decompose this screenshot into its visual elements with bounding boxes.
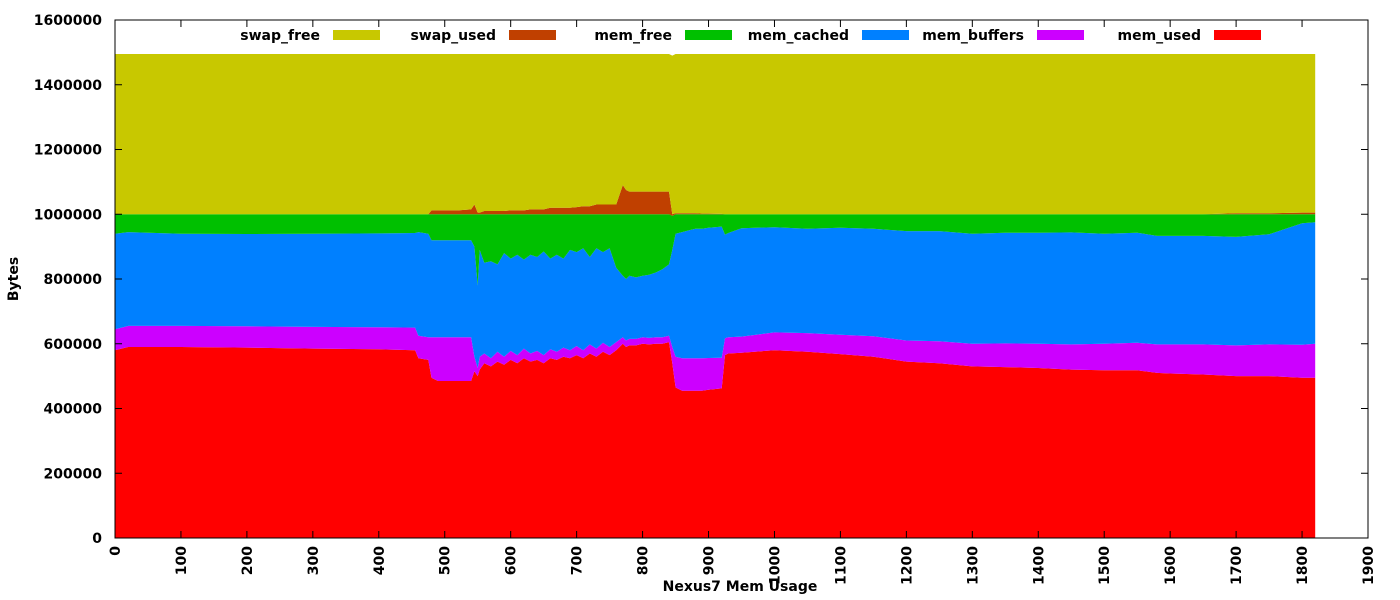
x-tick-label: 700 [570, 546, 586, 575]
legend-swatch-mem-buffers [1037, 30, 1084, 40]
x-tick-label: 0 [108, 546, 124, 556]
x-tick-label: 1900 [1361, 546, 1377, 585]
y-tick-label: 400000 [44, 402, 103, 418]
x-tick-label: 1700 [1229, 546, 1245, 585]
x-tick-label: 900 [702, 546, 718, 575]
y-tick-label: 800000 [44, 272, 103, 288]
area-swap-free [115, 54, 1316, 215]
y-tick-label: 1600000 [34, 13, 102, 29]
series-areas [115, 54, 1316, 538]
x-tick-label: 1000 [767, 546, 783, 585]
y-axis-title: Bytes [6, 257, 22, 301]
x-tick-label: 800 [636, 546, 652, 575]
legend-swatch-mem-cached [862, 30, 909, 40]
x-tick-label: 400 [372, 546, 388, 575]
y-axis: 0 200000 400000 600000 800000 1000000 1200000 1… [34, 13, 1368, 547]
y-tick-label: 0 [92, 531, 102, 547]
legend-label-swap-used: swap_used [410, 28, 496, 44]
y-tick-label: 600000 [44, 337, 103, 353]
x-tick-label: 500 [438, 546, 454, 575]
x-tick-label: 1200 [899, 546, 915, 585]
x-tick-label: 600 [504, 546, 520, 575]
x-tick-label: 1100 [833, 546, 849, 585]
x-tick-label: 1400 [1031, 546, 1047, 585]
y-tick-label: 1200000 [34, 143, 102, 159]
x-tick-label: 1800 [1295, 546, 1311, 585]
x-axis: 0 100 200 300 400 500 600 700 800 900 1000 1100 1200… [108, 20, 1377, 585]
legend-swatch-swap-used [509, 30, 556, 40]
y-tick-label: 1000000 [34, 207, 102, 223]
y-tick-label: 200000 [44, 466, 103, 482]
legend-swatch-mem-free [685, 30, 732, 40]
legend-swatch-swap-free [333, 30, 380, 40]
legend-label-mem-used: mem_used [1118, 28, 1202, 44]
x-tick-label: 1500 [1097, 546, 1113, 585]
y-tick-label: 1400000 [34, 78, 102, 94]
legend-label-mem-cached: mem_cached [748, 28, 849, 44]
x-tick-label: 100 [174, 546, 190, 575]
legend-label-mem-free: mem_free [594, 28, 672, 44]
x-tick-label: 1300 [965, 546, 981, 585]
legend-label-mem-buffers: mem_buffers [922, 28, 1024, 44]
legend-label-swap-free: swap_free [240, 28, 320, 44]
x-axis-title: Nexus7 Mem Usage [663, 579, 818, 595]
x-tick-label: 200 [240, 546, 256, 575]
legend-swatch-mem-used [1214, 30, 1261, 40]
x-tick-label: 300 [306, 546, 322, 575]
x-tick-label: 1600 [1163, 546, 1179, 585]
area-mem-used [115, 342, 1316, 538]
area-mem-buffers [115, 325, 1316, 391]
area-mem-cached [115, 222, 1316, 368]
area-mem-free [115, 214, 1316, 286]
legend: swap_free swap_used mem_free mem_cached mem_… [240, 28, 1261, 44]
